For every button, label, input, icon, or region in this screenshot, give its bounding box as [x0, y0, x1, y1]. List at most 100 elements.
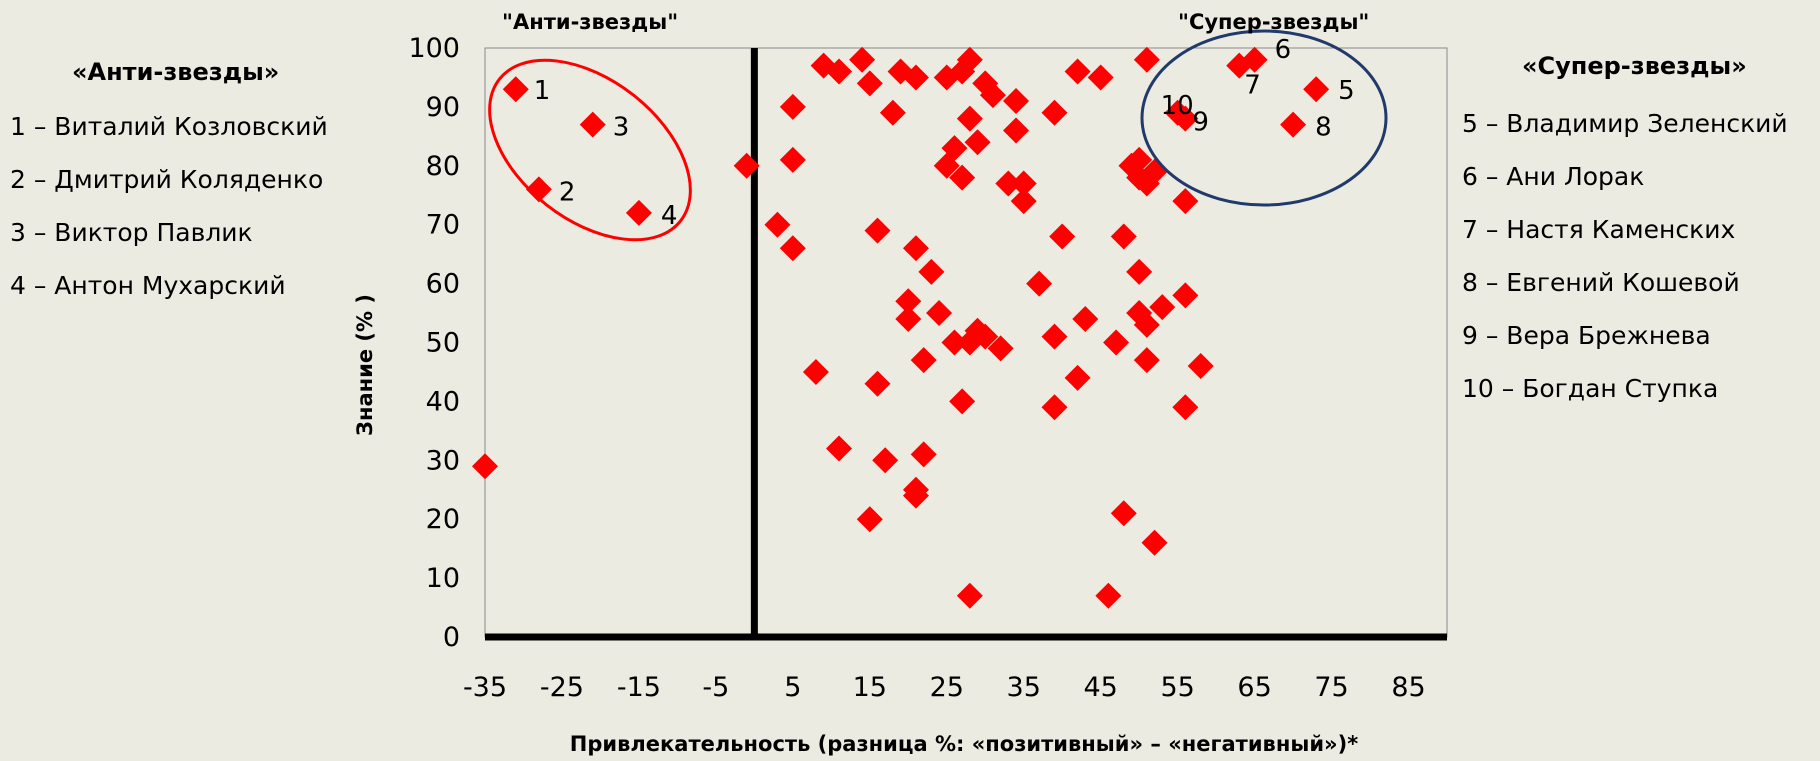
data-point	[802, 358, 829, 385]
data-point	[1010, 188, 1037, 215]
point-label: 2	[559, 177, 576, 207]
legend-left: 1 – Виталий Козловский 2 – Дмитрий Коляд…	[10, 100, 328, 312]
data-point	[1095, 582, 1122, 609]
data-point	[902, 482, 929, 509]
x-tick-label: 45	[1084, 672, 1118, 703]
y-tick-labels: 0 10 20 30 40 50 60 70 80 90 100	[408, 33, 460, 653]
x-tick-labels: -35 -25 -15 -5 5 15 25 35 45 55 65 75 85	[463, 672, 1426, 703]
data-point	[987, 335, 1014, 362]
data-point	[879, 99, 906, 126]
labeled-data-point	[1226, 52, 1253, 79]
data-point	[1041, 99, 1068, 126]
legend-left-item: 2 – Дмитрий Коляденко	[10, 165, 324, 194]
point-label: 1	[534, 76, 551, 106]
x-tick-label: 35	[1007, 672, 1041, 703]
data-point	[1026, 270, 1053, 297]
data-point	[826, 435, 853, 462]
legend-right-title: «Супер-звезды»	[1522, 52, 1747, 80]
data-point	[956, 46, 983, 73]
labeled-points	[502, 46, 1330, 226]
data-point	[1003, 88, 1030, 115]
labeled-data-point	[1303, 76, 1330, 103]
legend-right-item: 8 – Евгений Кошевой	[1462, 268, 1740, 297]
x-tick-label: 15	[853, 672, 887, 703]
x-tick-label: -25	[540, 672, 584, 703]
data-point	[1172, 394, 1199, 421]
y-tick-label: 20	[426, 504, 460, 535]
data-point	[895, 288, 922, 315]
data-point	[856, 506, 883, 533]
point-labels: 1 2 3 4 5 67 8 910	[534, 35, 1355, 231]
y-tick-label: 70	[426, 210, 460, 241]
data-point	[1103, 329, 1130, 356]
data-point	[949, 58, 976, 85]
super-stars-label: "Супер-звезды"	[1178, 10, 1369, 34]
data-point	[1064, 364, 1091, 391]
point-label: 7	[1244, 71, 1261, 101]
data-point	[902, 235, 929, 262]
data-point	[1010, 170, 1037, 197]
legend-right-item: 6 – Ани Лорак	[1462, 162, 1645, 191]
data-point	[1110, 500, 1137, 527]
x-axis-title: Привлекательность (разница %: «позитивны…	[570, 732, 1358, 756]
legend-left-item: 4 – Антон Мухарский	[10, 271, 286, 300]
y-tick-label: 30	[426, 445, 460, 476]
labeled-data-point	[502, 76, 529, 103]
point-label: 8	[1315, 113, 1332, 143]
legend-right-item: 7 – Настя Каменских	[1462, 215, 1736, 244]
data-point	[964, 129, 991, 156]
labeled-data-point	[579, 111, 606, 138]
data-point	[895, 305, 922, 332]
data-point	[949, 164, 976, 191]
legend-left-item: 3 – Виктор Павлик	[10, 218, 253, 247]
y-tick-label: 40	[426, 386, 460, 417]
legend-right-item: 10 – Богдан Ступка	[1462, 374, 1719, 403]
anti-stars-label: "Анти-звезды"	[502, 10, 678, 34]
data-point	[1110, 223, 1137, 250]
x-tick-label: -15	[617, 672, 661, 703]
data-point	[1072, 305, 1099, 332]
data-point	[995, 170, 1022, 197]
data-point	[779, 235, 806, 262]
data-point	[1049, 223, 1076, 250]
x-tick-label: 65	[1237, 672, 1271, 703]
data-point	[926, 300, 953, 327]
data-point	[972, 323, 999, 350]
data-point	[910, 347, 937, 374]
data-point	[1087, 64, 1114, 91]
point-label: 9	[1192, 108, 1209, 138]
y-tick-label: 10	[426, 563, 460, 594]
y-tick-label: 90	[426, 92, 460, 123]
data-point	[1003, 117, 1030, 144]
data-point	[933, 152, 960, 179]
data-point	[849, 46, 876, 73]
point-label: 3	[613, 113, 630, 143]
y-axis-title: Знание (% )	[353, 294, 377, 436]
legend-left-item: 1 – Виталий Козловский	[10, 112, 328, 141]
data-point	[779, 146, 806, 173]
legend-left-title: «Анти-звезды»	[72, 58, 280, 86]
labeled-data-point	[525, 176, 552, 203]
data-point	[864, 370, 891, 397]
data-point	[1126, 146, 1153, 173]
y-tick-label: 60	[426, 269, 460, 300]
data-point	[1141, 529, 1168, 556]
data-point	[941, 329, 968, 356]
data-point	[733, 152, 760, 179]
y-tick-label: 0	[443, 622, 460, 653]
data-point	[910, 441, 937, 468]
super-stars-ellipse	[1140, 29, 1388, 207]
data-point	[1041, 394, 1068, 421]
data-point	[1041, 323, 1068, 350]
data-point	[472, 453, 498, 480]
point-label: 10	[1161, 91, 1194, 121]
data-point	[1172, 282, 1199, 309]
labeled-data-point	[1164, 99, 1191, 126]
data-point	[779, 93, 806, 120]
y-tick-label: 80	[426, 151, 460, 182]
legend-right-item: 9 – Вера Брежнева	[1462, 321, 1711, 350]
legend-right: 5 – Владимир Зеленский 6 – Ани Лорак 7 –…	[1462, 97, 1788, 415]
anti-stars-ellipse	[488, 58, 692, 242]
data-point	[1133, 311, 1160, 338]
